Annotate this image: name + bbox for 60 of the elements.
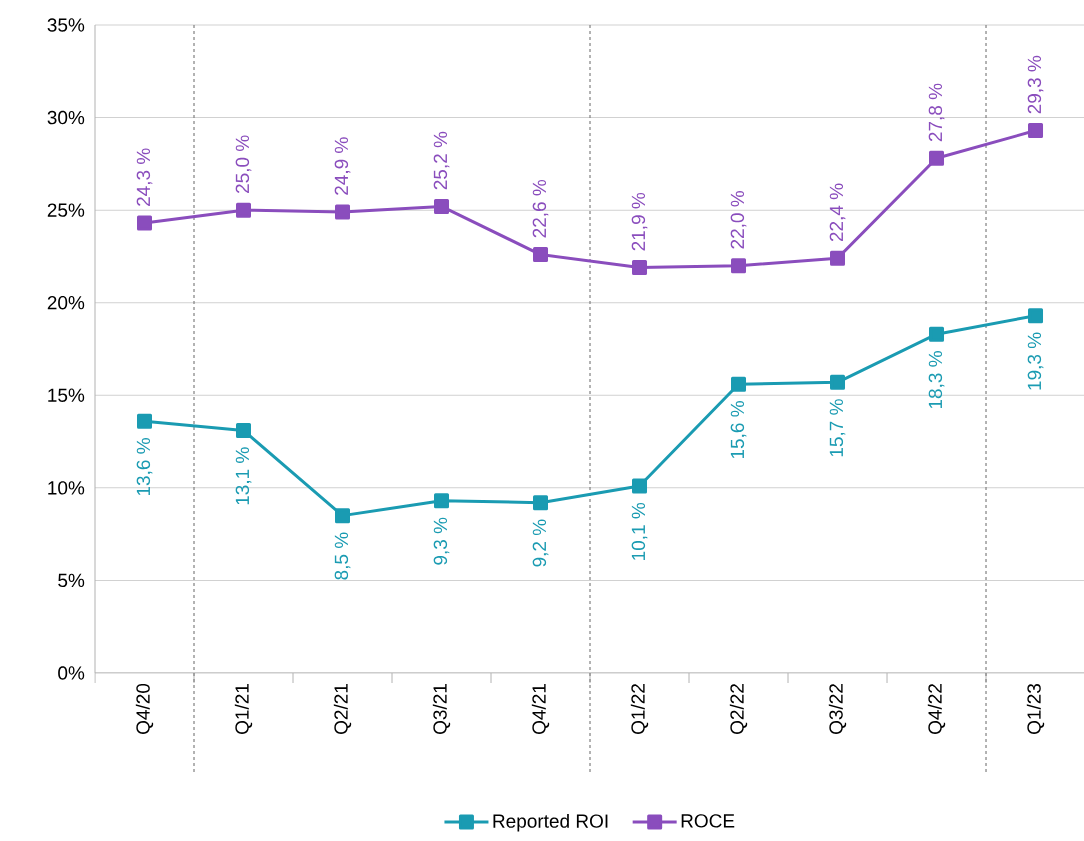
x-tick-label: Q3/21 [432,684,451,734]
data-label: 8,5 % [334,532,351,580]
y-tick-label: 20% [47,295,85,310]
legend-label: ROCE [681,814,735,828]
point [731,258,747,274]
y-tick-label: 5% [58,573,85,588]
y-tick-label: 35% [47,18,85,32]
data-label: 21,9 % [631,192,648,251]
point [632,260,648,276]
y-tick-label: 0% [58,666,85,680]
x-tick-label: Q4/22 [927,684,946,734]
point [533,247,549,263]
data-label: 25,0 % [235,135,252,193]
data-label: 29,3 % [1027,55,1044,114]
point [1028,308,1044,324]
x-tick-label: Q1/21 [234,684,253,734]
data-label: 13,6 % [136,438,153,496]
y-tick-label: 10% [48,481,85,495]
x-tick-label: Q1/22 [630,684,649,734]
data-label: 9,2 % [532,519,549,567]
data-label: 27,8 % [928,83,945,142]
data-label: 24,3 % [136,148,153,206]
data-label: 25,2 % [433,131,450,190]
point [830,374,846,390]
data-label: 18,3 % [928,351,945,409]
data-label: 15,6 % [730,401,747,459]
point [236,422,251,438]
y-tick-label: 15% [48,388,85,402]
x-tick-label: Q1/23 [1026,683,1045,734]
x-tick-label: Q2/21 [333,684,352,734]
legend-label: Reported ROI [493,813,608,832]
data-label: 22,0 % [730,191,747,249]
point [533,495,549,511]
data-label: 13,1 % [235,447,252,505]
x-tick-label: Q4/20 [135,683,154,734]
data-label: 24,9 % [334,137,351,195]
point [434,198,450,214]
point [731,376,747,392]
point [137,215,152,231]
point [137,413,152,429]
point [929,150,945,166]
data-label: 22,4 % [829,183,846,242]
data-label: 15,7 % [829,399,846,457]
data-label: 19,3 % [1027,332,1044,390]
point [236,202,251,218]
point [1028,123,1044,139]
y-tick-label: 30% [47,110,85,125]
data-label: 9,3 % [433,517,450,565]
data-label: 22,6 % [532,179,549,238]
y-tick-label: 25% [47,203,85,217]
point [632,478,648,494]
x-tick-label: Q3/22 [828,684,847,734]
point [929,326,945,342]
x-tick-label: Q4/21 [531,684,550,734]
point [830,250,846,266]
x-tick-label: Q2/22 [729,684,748,734]
point [434,493,450,509]
data-label: 10,1 % [631,502,648,560]
point [335,204,351,220]
point [335,508,351,524]
